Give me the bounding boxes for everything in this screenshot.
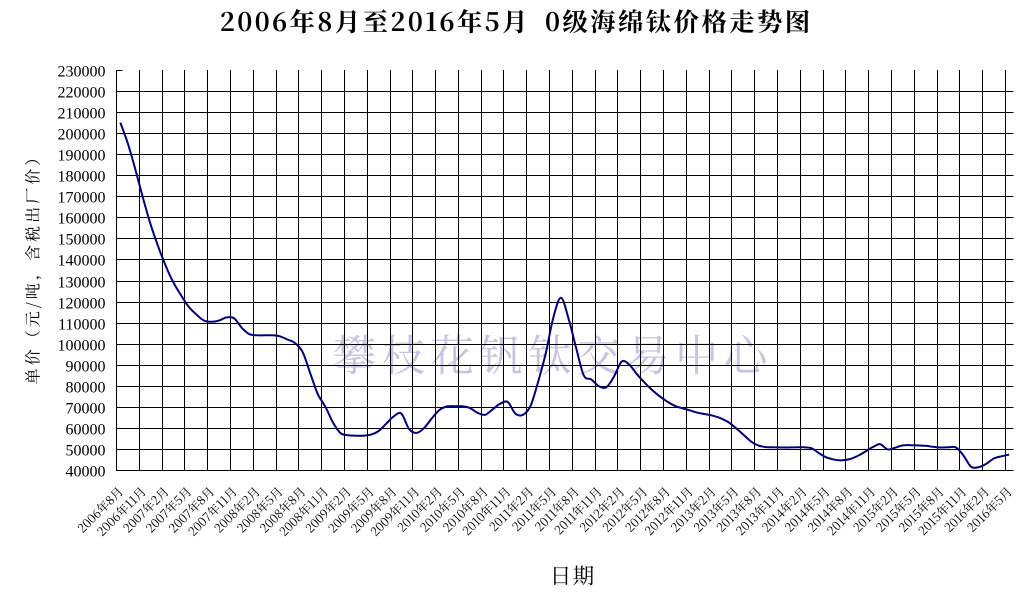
svg-text:110000: 110000 — [58, 317, 105, 334]
svg-text:220000: 220000 — [58, 85, 106, 102]
svg-text:90000: 90000 — [66, 359, 106, 376]
svg-text:210000: 210000 — [58, 106, 106, 123]
svg-text:170000: 170000 — [58, 190, 106, 207]
svg-text:100000: 100000 — [58, 338, 106, 355]
svg-text:200000: 200000 — [58, 127, 106, 144]
svg-text:150000: 150000 — [58, 232, 106, 249]
svg-text:70000: 70000 — [66, 401, 106, 418]
svg-text:230000: 230000 — [58, 64, 106, 81]
svg-text:80000: 80000 — [66, 380, 106, 397]
svg-text:60000: 60000 — [66, 422, 106, 439]
svg-text:50000: 50000 — [66, 443, 106, 460]
svg-text:180000: 180000 — [58, 169, 106, 186]
svg-text:160000: 160000 — [58, 211, 106, 228]
svg-text:120000: 120000 — [58, 296, 106, 313]
svg-text:190000: 190000 — [58, 148, 106, 165]
svg-text:40000: 40000 — [66, 464, 106, 481]
svg-text:140000: 140000 — [58, 253, 106, 270]
svg-text:130000: 130000 — [58, 275, 106, 292]
